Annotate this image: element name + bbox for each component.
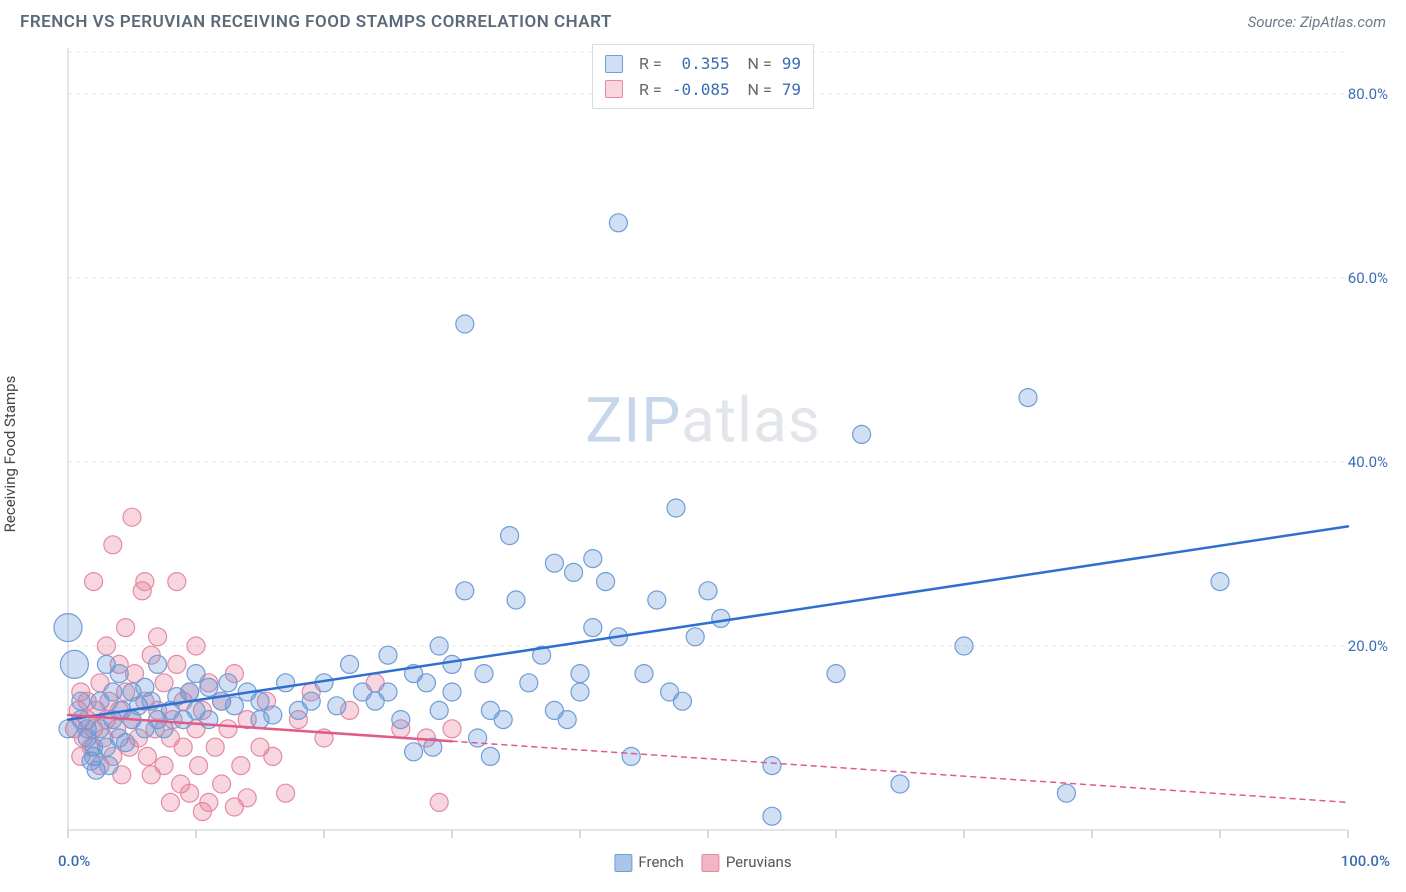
swatch-french	[605, 55, 623, 73]
n-label: N =	[740, 77, 772, 103]
y-tick-label: 60.0%	[1348, 269, 1388, 287]
legend-item-peruvians: Peruvians	[702, 853, 792, 872]
correlation-legend: R = 0.355 N = 99 R = -0.085 N = 79	[592, 44, 814, 109]
y-tick-label: 20.0%	[1348, 637, 1388, 655]
n-label: N =	[740, 51, 772, 77]
chart-container: Receiving Food Stamps ZIPatlas R = 0.355…	[20, 38, 1386, 870]
x-axis-max-label: 100.0%	[1341, 852, 1390, 870]
legend-label-peruvians: Peruvians	[726, 853, 792, 871]
legend-item-french: French	[614, 853, 683, 872]
chart-title: FRENCH VS PERUVIAN RECEIVING FOOD STAMPS…	[20, 12, 612, 32]
r-label: R =	[639, 51, 662, 77]
y-tick-label: 80.0%	[1348, 85, 1388, 103]
swatch-peruvians	[605, 80, 623, 98]
source-attribution: Source: ZipAtlas.com	[1248, 13, 1386, 31]
scatter-plot-svg	[20, 38, 1388, 860]
legend-label-french: French	[638, 853, 683, 871]
legend-swatch-french	[614, 854, 632, 872]
n-value-french: 99	[782, 51, 801, 77]
y-axis-label: Receiving Food Stamps	[1, 376, 19, 533]
corr-row-peruvians: R = -0.085 N = 79	[605, 77, 801, 103]
r-value-peruvians: -0.085	[672, 77, 730, 103]
r-value-french: 0.355	[672, 51, 730, 77]
n-value-peruvians: 79	[782, 77, 801, 103]
corr-row-french: R = 0.355 N = 99	[605, 51, 801, 77]
source-prefix: Source:	[1248, 13, 1300, 31]
y-tick-label: 40.0%	[1348, 453, 1388, 471]
legend-swatch-peruvians	[702, 854, 720, 872]
x-axis-min-label: 0.0%	[58, 852, 90, 870]
series-legend: French Peruvians	[614, 853, 791, 872]
source-name: ZipAtlas.com	[1300, 13, 1386, 31]
r-label: R =	[639, 77, 662, 103]
